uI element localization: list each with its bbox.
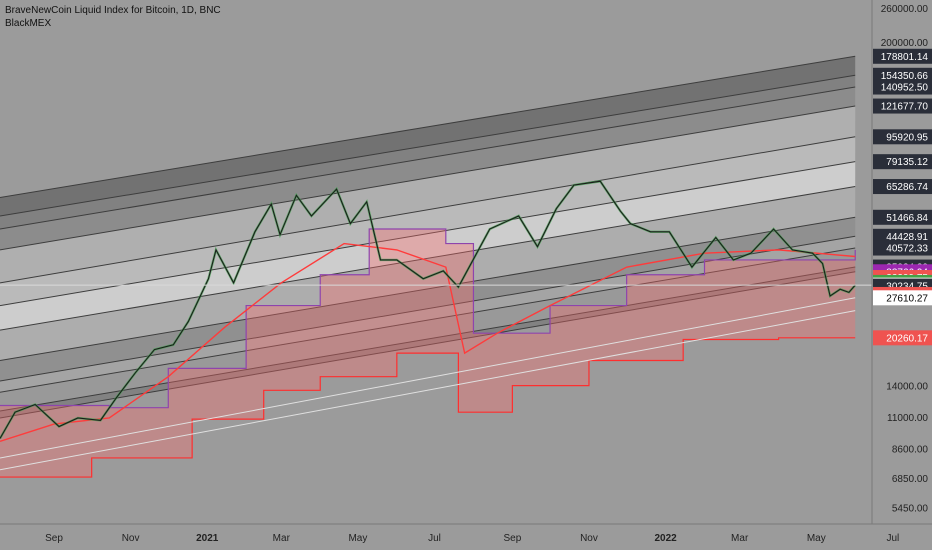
time-axis <box>0 524 932 550</box>
x-tick-label: Mar <box>731 533 749 544</box>
channel-line <box>0 271 856 419</box>
channel-line <box>0 86 856 230</box>
x-tick-label: May <box>348 533 367 544</box>
price-label: 121677.70 <box>881 102 929 113</box>
x-tick-label: May <box>807 533 826 544</box>
y-tick-label: 200000.00 <box>881 38 929 49</box>
price-label-box <box>873 67 932 83</box>
x-tick-label: 2022 <box>654 533 677 544</box>
step-band-upper <box>0 228 856 409</box>
channel-band <box>0 161 856 331</box>
support-line <box>0 310 856 471</box>
price-label: 79135.12 <box>886 157 928 168</box>
support-line <box>0 297 856 459</box>
x-tick-label: Sep <box>45 533 63 544</box>
channel-line <box>0 136 856 284</box>
price-label: 51466.84 <box>886 213 928 224</box>
price-label-box <box>873 209 932 225</box>
price-label-box <box>873 240 932 256</box>
channel-band <box>0 56 856 216</box>
x-tick-label: Nov <box>122 533 140 544</box>
channel-line <box>0 105 856 251</box>
x-tick-label: 2021 <box>196 533 219 544</box>
x-tick-label: Sep <box>503 533 521 544</box>
price-label: 44428.91 <box>886 232 928 243</box>
x-tick-label: Mar <box>273 533 291 544</box>
price-label: 20260.17 <box>886 333 928 344</box>
author-name: BlackMEX <box>5 18 52 29</box>
moving-average-line <box>0 242 856 442</box>
channel-line <box>0 55 856 198</box>
channel-line <box>0 74 856 217</box>
price-label-box <box>873 154 932 170</box>
channel-band <box>0 87 856 250</box>
price-label: 140952.50 <box>881 83 929 94</box>
symbol-title: BraveNewCoin Liquid Index for Bitcoin, 1… <box>5 5 221 16</box>
step-band-lower <box>0 337 856 478</box>
price-label-box <box>873 98 932 114</box>
y-tick-label: 5450.00 <box>892 504 929 515</box>
channel-band <box>0 106 856 283</box>
price-label-box <box>873 129 932 145</box>
price-label-box <box>873 228 932 244</box>
channel-line <box>0 247 856 393</box>
price-label-box <box>873 290 932 306</box>
y-tick-label: 8600.00 <box>892 445 929 456</box>
price-label: 178801.14 <box>881 52 929 63</box>
x-tick-label: Jul <box>428 533 441 544</box>
channel-line <box>0 186 856 331</box>
price-line <box>0 180 856 439</box>
channel-line <box>0 266 856 412</box>
x-tick-label: Jul <box>886 533 899 544</box>
y-tick-label: 6850.00 <box>892 474 929 485</box>
price-label-box <box>873 48 932 64</box>
price-label: 95920.95 <box>886 132 928 143</box>
price-label: 154350.66 <box>881 71 929 82</box>
price-label: 27610.27 <box>886 293 928 304</box>
price-label-box <box>873 179 932 195</box>
channel-band <box>0 186 856 361</box>
channel-band <box>0 248 856 412</box>
channel-line <box>0 161 856 307</box>
price-label-box <box>873 330 932 346</box>
x-tick-label: Nov <box>580 533 598 544</box>
channel-band <box>0 267 856 418</box>
channel-band <box>0 75 856 230</box>
channel-band <box>0 136 856 306</box>
price-label: 40572.33 <box>886 244 928 255</box>
y-tick-label: 260000.00 <box>881 4 929 15</box>
y-tick-label: 11000.00 <box>887 413 928 424</box>
price-label-box <box>873 79 932 95</box>
y-tick-label: 14000.00 <box>886 382 928 393</box>
chart-legend: BraveNewCoin Liquid Index for Bitcoin, 1… <box>5 4 221 30</box>
price-label: 65286.74 <box>886 182 928 193</box>
channel-band <box>0 217 856 382</box>
